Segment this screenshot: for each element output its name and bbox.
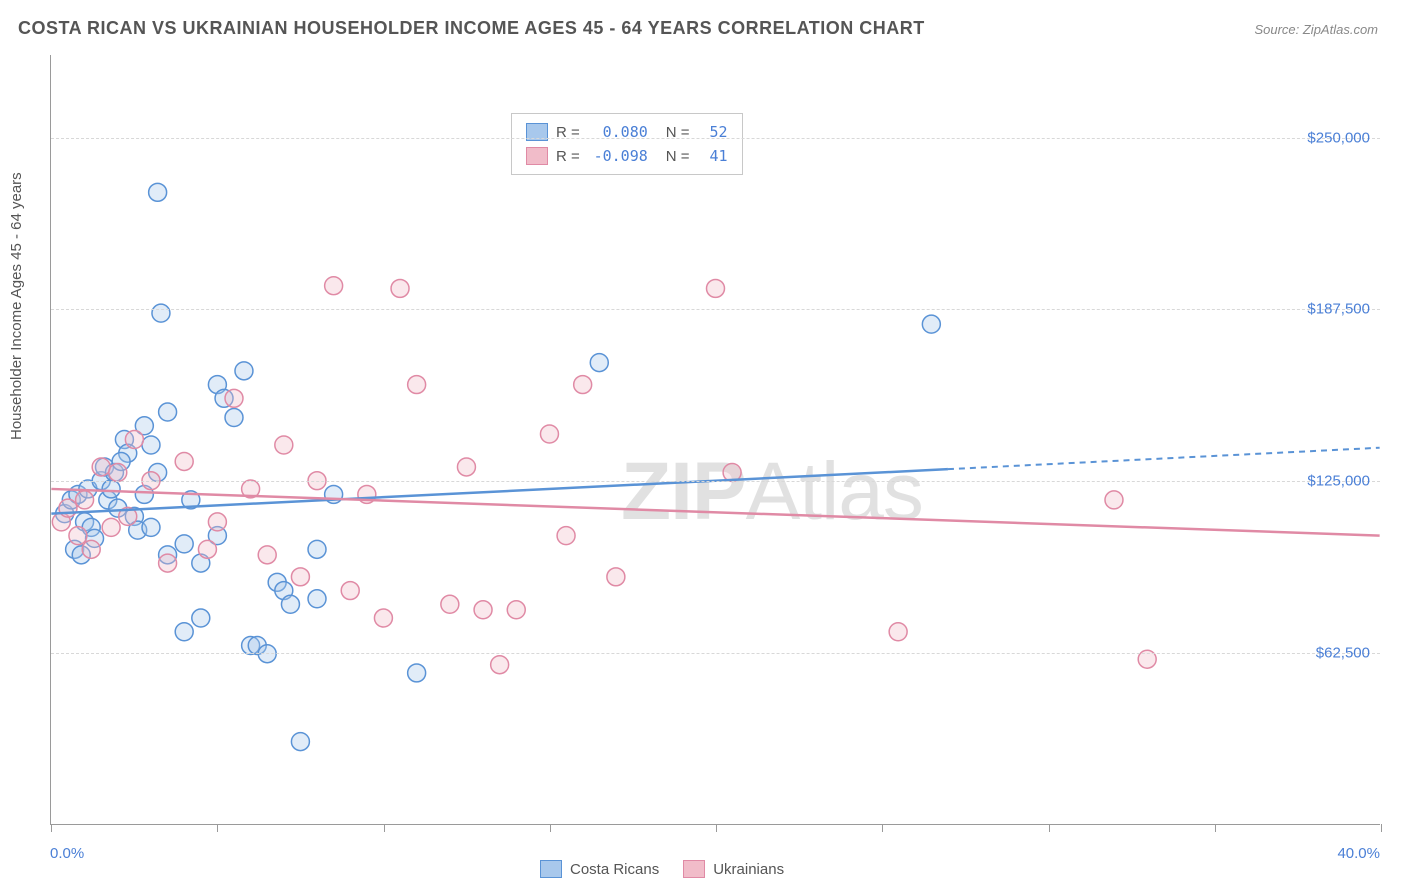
legend-swatch	[683, 860, 705, 878]
scatter-point	[142, 436, 160, 454]
scatter-point	[707, 279, 725, 297]
legend-r-value: -0.098	[588, 147, 648, 165]
scatter-point	[102, 480, 120, 498]
scatter-point	[208, 513, 226, 531]
legend-series-label: Costa Ricans	[570, 861, 659, 878]
legend-n-value: 41	[698, 147, 728, 165]
scatter-point	[889, 623, 907, 641]
gridline-h	[51, 481, 1380, 482]
scatter-point	[922, 315, 940, 333]
gridline-h	[51, 138, 1380, 139]
legend-stats-row: R = -0.098 N = 41	[526, 144, 728, 168]
scatter-point	[159, 403, 177, 421]
x-tick	[1215, 824, 1216, 832]
scatter-point	[198, 540, 216, 558]
scatter-point	[308, 590, 326, 608]
scatter-point	[109, 463, 127, 481]
scatter-point	[607, 568, 625, 586]
scatter-point	[149, 183, 167, 201]
scatter-point	[159, 554, 177, 572]
legend-swatch	[540, 860, 562, 878]
scatter-point	[590, 354, 608, 372]
scatter-point	[175, 535, 193, 553]
scatter-point	[574, 376, 592, 394]
scatter-point	[125, 431, 143, 449]
x-tick	[217, 824, 218, 832]
scatter-point	[235, 362, 253, 380]
legend-series-item: Ukrainians	[683, 860, 784, 878]
scatter-point	[291, 568, 309, 586]
scatter-point	[391, 279, 409, 297]
correlation-chart: COSTA RICAN VS UKRAINIAN HOUSEHOLDER INC…	[0, 0, 1406, 892]
legend-n-label: N =	[666, 148, 690, 165]
x-axis-max-label: 40.0%	[1337, 845, 1380, 862]
scatter-point	[225, 389, 243, 407]
scatter-point	[92, 458, 110, 476]
x-tick	[1049, 824, 1050, 832]
scatter-point	[76, 491, 94, 509]
scatter-point	[102, 518, 120, 536]
scatter-point	[59, 499, 77, 517]
scatter-point	[152, 304, 170, 322]
scatter-point	[491, 656, 509, 674]
legend-series: Costa Ricans Ukrainians	[540, 860, 784, 878]
y-axis-label: Householder Income Ages 45 - 64 years	[8, 172, 25, 440]
scatter-point	[441, 595, 459, 613]
x-tick	[51, 824, 52, 832]
legend-stats: R = 0.080 N = 52 R = -0.098 N = 41	[511, 113, 743, 175]
x-axis-min-label: 0.0%	[50, 845, 84, 862]
scatter-point	[507, 601, 525, 619]
source-attribution: Source: ZipAtlas.com	[1254, 22, 1378, 37]
scatter-point	[1105, 491, 1123, 509]
scatter-point	[557, 527, 575, 545]
x-tick	[882, 824, 883, 832]
scatter-point	[175, 623, 193, 641]
scatter-point	[308, 540, 326, 558]
scatter-point	[341, 582, 359, 600]
x-tick	[550, 824, 551, 832]
scatter-point	[82, 540, 100, 558]
scatter-point	[225, 409, 243, 427]
gridline-h	[51, 653, 1380, 654]
scatter-point	[69, 527, 87, 545]
y-tick-label: $62,500	[1316, 645, 1370, 662]
x-tick	[1381, 824, 1382, 832]
plot-area: ZIPAtlas R = 0.080 N = 52 R = -0.098 N =…	[50, 55, 1380, 825]
x-tick	[716, 824, 717, 832]
scatter-point	[281, 595, 299, 613]
scatter-point	[457, 458, 475, 476]
x-tick	[384, 824, 385, 832]
scatter-point	[408, 376, 426, 394]
scatter-point	[142, 518, 160, 536]
y-tick-label: $250,000	[1307, 129, 1370, 146]
legend-swatch	[526, 147, 548, 165]
trendline	[51, 489, 1379, 536]
scatter-point	[540, 425, 558, 443]
gridline-h	[51, 309, 1380, 310]
y-tick-label: $125,000	[1307, 473, 1370, 490]
scatter-point	[275, 436, 293, 454]
y-tick-label: $187,500	[1307, 301, 1370, 318]
legend-r-label: R =	[556, 148, 580, 165]
legend-series-item: Costa Ricans	[540, 860, 659, 878]
scatter-point	[408, 664, 426, 682]
scatter-point	[192, 609, 210, 627]
scatter-point	[291, 733, 309, 751]
trendline-extrapolated	[948, 448, 1380, 469]
chart-title: COSTA RICAN VS UKRAINIAN HOUSEHOLDER INC…	[18, 18, 925, 39]
legend-series-label: Ukrainians	[713, 861, 784, 878]
scatter-point	[374, 609, 392, 627]
scatter-point	[325, 277, 343, 295]
legend-stats-row: R = 0.080 N = 52	[526, 120, 728, 144]
scatter-point	[175, 452, 193, 470]
scatter-point	[258, 546, 276, 564]
trendline	[51, 469, 948, 513]
scatter-point	[474, 601, 492, 619]
